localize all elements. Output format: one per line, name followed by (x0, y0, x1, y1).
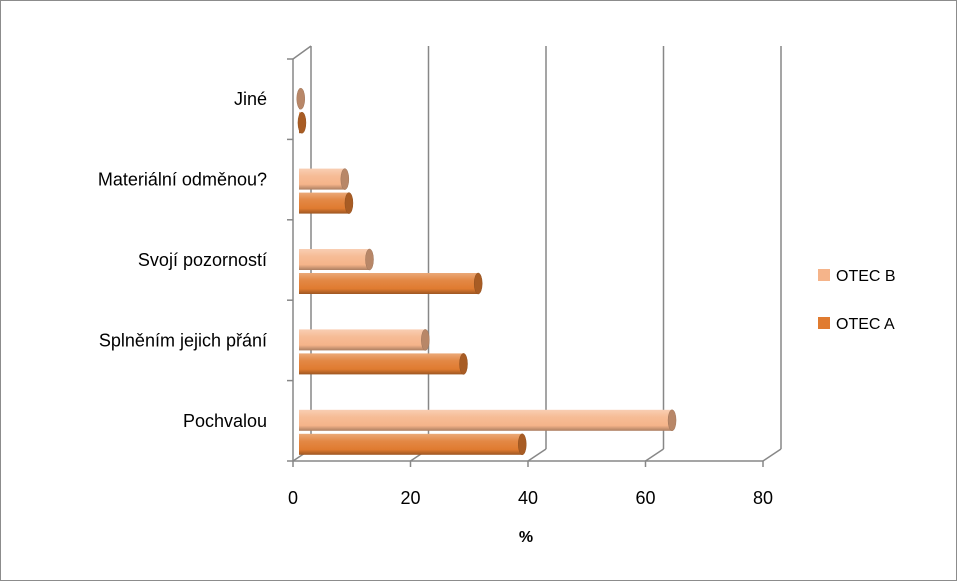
bar-cap (344, 192, 354, 214)
bar-otec-a-splnenim-jejich-prani (299, 353, 468, 375)
bar-body (299, 433, 523, 455)
floor-diagonal-60 (645, 448, 664, 462)
legend-label-otec-a: OTEC A (836, 316, 895, 333)
bar-otec-b-jine (296, 87, 306, 110)
bar-otec-a-svoji-pozornosti (299, 272, 483, 295)
bar-body (299, 273, 479, 294)
bar-cap (365, 248, 374, 271)
bar-body (299, 249, 370, 270)
bar-cap (667, 409, 677, 432)
x-axis-title: % (519, 529, 533, 546)
bar-cap (473, 272, 483, 295)
category-label-splnenim-jejich-prani: Splněním jejich přání (99, 330, 267, 350)
legend: OTEC B OTEC A (818, 268, 896, 333)
bar-cap (421, 329, 430, 351)
category-label-jine: Jiné (234, 89, 267, 109)
bar-otec-b-materialni-odmenou (299, 168, 350, 190)
bar-otec-a-pochvalou (299, 433, 527, 456)
bar-body (299, 329, 426, 351)
wall-top-edge (292, 45, 312, 60)
value-tick-label-0: 0 (288, 488, 298, 508)
bar-body (299, 168, 345, 190)
value-tick-label-40: 40 (518, 488, 538, 508)
back-grid (310, 46, 782, 449)
bar-cap (297, 111, 307, 134)
value-axis: 0 20 40 60 80 (288, 461, 773, 508)
bar-body (299, 192, 349, 214)
bar-cap (340, 168, 350, 190)
bars (296, 87, 677, 456)
bar-otec-b-pochvalou (299, 409, 677, 432)
category-axis: Pochvalou Splněním jejich přání Svojí pozo… (98, 58, 294, 462)
bar-otec-a-jine (297, 111, 307, 134)
category-label-materialni-odmenou: Materiální odměnou? (98, 170, 267, 190)
value-tick-label-60: 60 (635, 488, 655, 508)
bar-body (299, 409, 673, 431)
legend-label-otec-b: OTEC B (836, 268, 896, 285)
floor-diagonal-40 (527, 448, 547, 462)
floor-diagonal-80 (762, 448, 782, 462)
legend-swatch-otec-b (818, 269, 830, 281)
value-tick-label-80: 80 (753, 488, 773, 508)
bar-body (299, 353, 464, 375)
legend-swatch-otec-a (818, 317, 830, 329)
bar-otec-a-materialni-odmenou (299, 192, 354, 214)
bar-cap (518, 433, 527, 456)
category-label-pochvalou: Pochvalou (183, 411, 267, 431)
value-tick-label-20: 20 (400, 488, 420, 508)
bar-cap (296, 87, 306, 110)
bar-otec-b-splnenim-jejich-prani (299, 329, 430, 351)
category-label-svoji-pozornosti: Svojí pozorností (138, 250, 267, 270)
bar-cap (459, 353, 468, 375)
bar-otec-b-svoji-pozornosti (299, 248, 374, 271)
